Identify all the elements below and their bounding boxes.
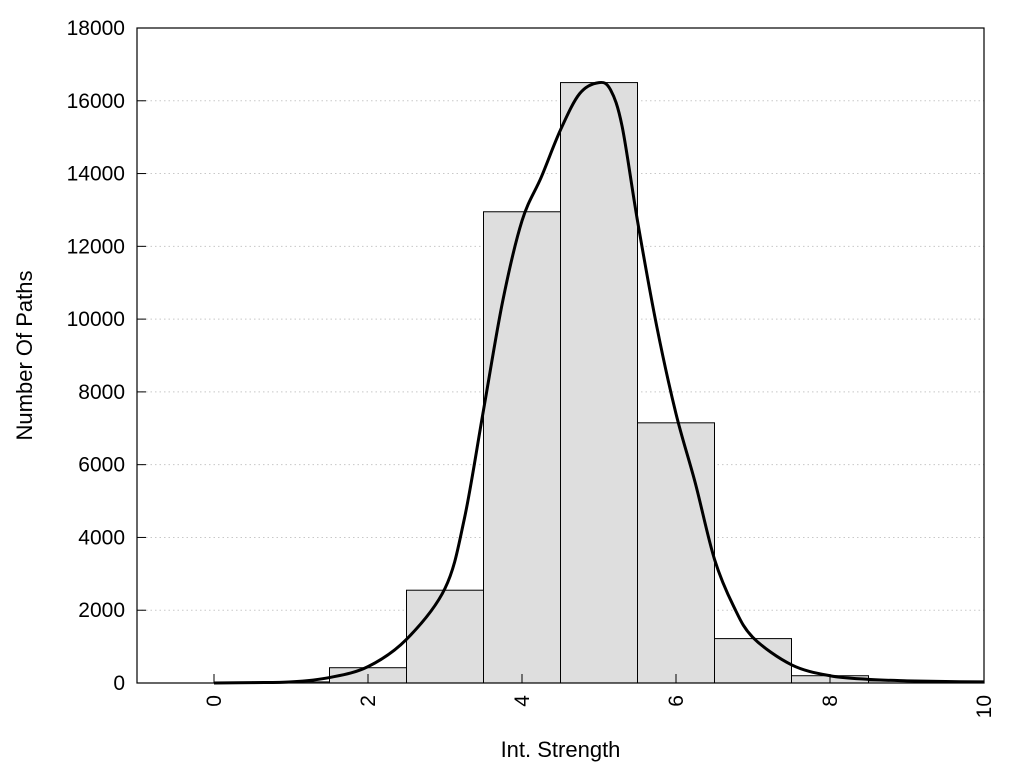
- bars: [252, 82, 946, 684]
- y-axis: 0 2000 4000 6000 8000 10000 12000 14000 16000 180…: [67, 17, 146, 695]
- y-tick-label: 14000: [67, 163, 125, 186]
- x-axis-label: Int. Strength: [501, 737, 621, 762]
- x-tick-label: 0: [203, 695, 226, 707]
- plot-frame: [136, 27, 985, 684]
- bar: [560, 82, 638, 684]
- x-tick-label: 6: [665, 695, 688, 707]
- bar: [406, 589, 484, 684]
- x-axis: 0 2 4 6 8 10: [203, 674, 996, 718]
- x-tick-label: 4: [511, 695, 534, 707]
- y-tick-label: 6000: [78, 454, 125, 477]
- y-tick-label: 18000: [67, 17, 125, 40]
- x-tick-label: 10: [973, 695, 996, 718]
- fit-curve: [213, 80, 985, 685]
- x-tick-label: 8: [819, 695, 842, 707]
- y-tick-label: 0: [113, 672, 125, 695]
- y-tick-label: 10000: [67, 308, 125, 331]
- bar: [637, 422, 715, 684]
- y-tick-label: 4000: [78, 526, 125, 549]
- y-tick-label: 12000: [67, 235, 125, 258]
- y-tick-label: 16000: [67, 90, 125, 113]
- y-tick-label: 8000: [78, 381, 125, 404]
- bar: [714, 638, 792, 684]
- y-axis-label: Number Of Paths: [12, 271, 37, 441]
- y-tick-label: 2000: [78, 599, 125, 622]
- x-tick-label: 2: [357, 695, 380, 707]
- bar: [483, 211, 561, 684]
